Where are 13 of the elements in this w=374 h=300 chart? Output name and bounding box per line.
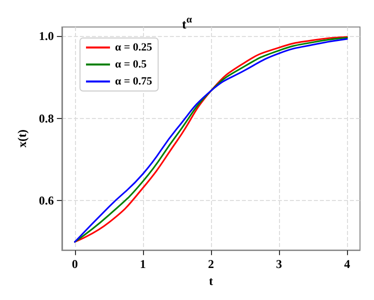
x-tick-label: 3 xyxy=(276,257,282,272)
x-tick-label: 4 xyxy=(344,257,350,272)
x-tick-label: 0 xyxy=(72,257,78,272)
y-tick-label: 0.8 xyxy=(38,111,54,126)
y-tick-label: 1.0 xyxy=(38,29,54,44)
legend-label: α = 0.5 xyxy=(115,58,148,70)
x-tick-label: 1 xyxy=(140,257,146,272)
y-axis-title: x(t) xyxy=(15,130,29,148)
x-axis-title: t xyxy=(208,274,213,288)
legend-label: α = 0.25 xyxy=(115,42,153,54)
x-tick-label: 2 xyxy=(208,257,214,272)
legend-label: α = 0.75 xyxy=(115,76,153,88)
y-tick-label: 0.6 xyxy=(38,194,54,208)
